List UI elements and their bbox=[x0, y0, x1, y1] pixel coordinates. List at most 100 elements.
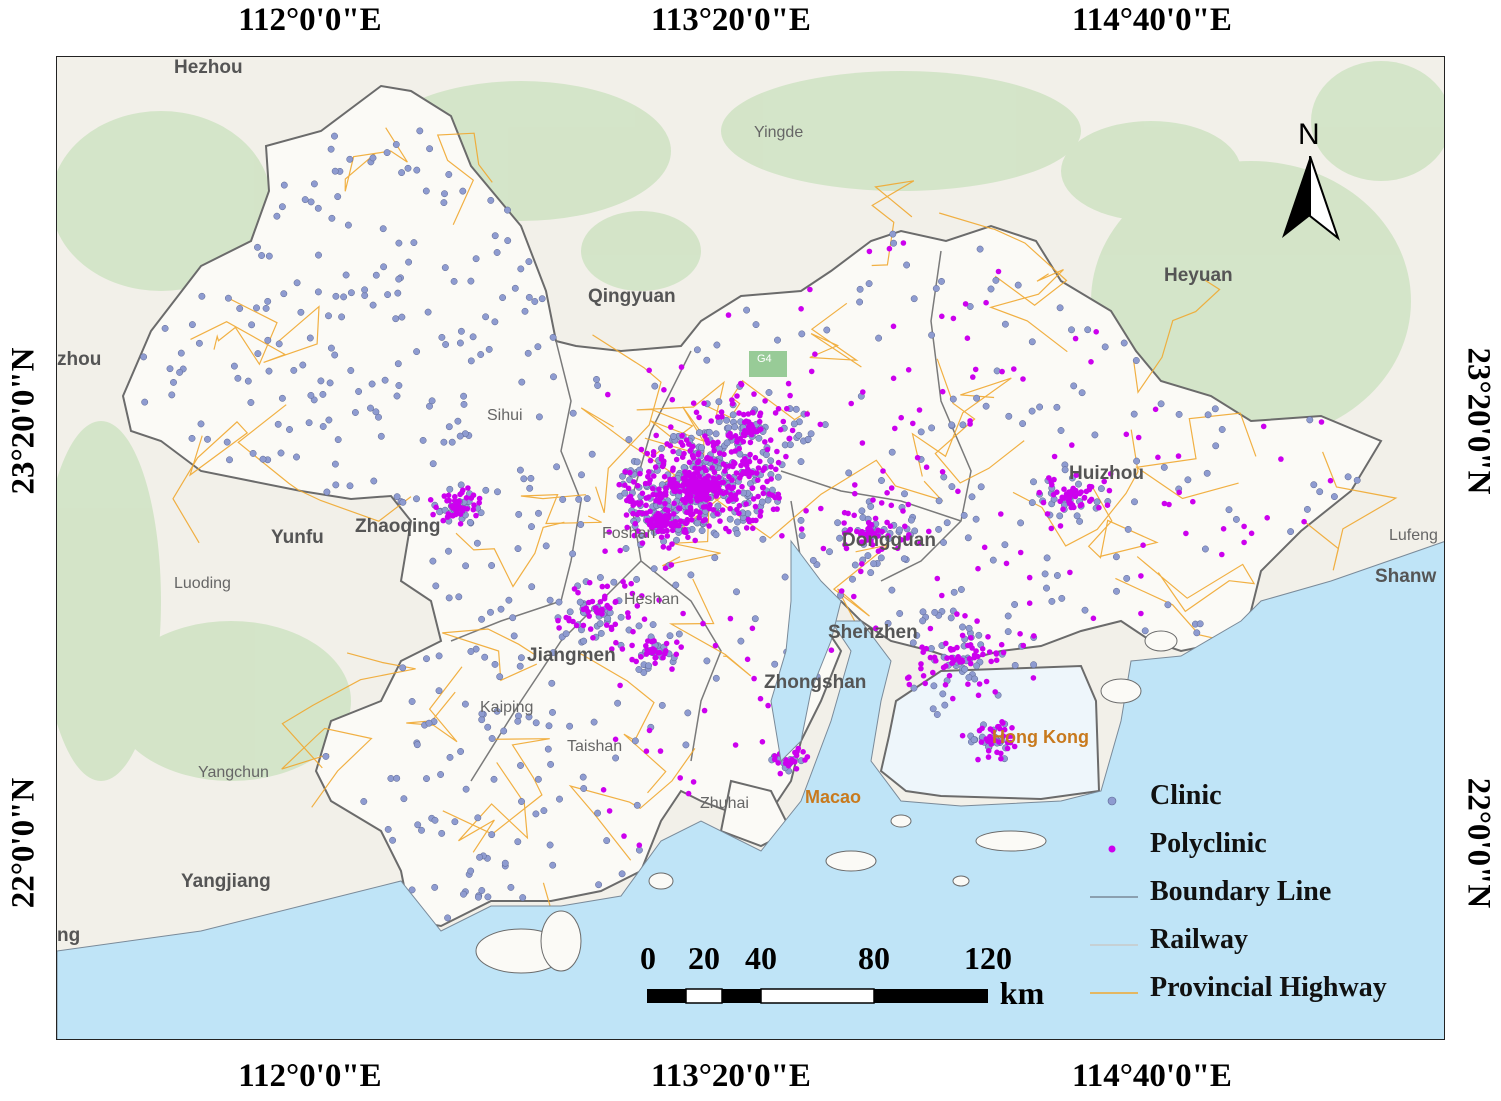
legend-label-boundary: Boundary Line bbox=[1150, 876, 1332, 907]
polyclinic-point bbox=[690, 779, 697, 785]
highway-segment bbox=[1133, 279, 1221, 394]
polyclinic-point bbox=[645, 473, 651, 480]
clinic-point bbox=[435, 687, 443, 695]
polyclinic-point bbox=[995, 268, 1002, 275]
clinic-point bbox=[416, 127, 424, 135]
polyclinic-point bbox=[745, 411, 752, 417]
scale-label-80: 80 bbox=[858, 940, 890, 976]
polyclinic-point bbox=[939, 469, 946, 475]
clinic-point bbox=[576, 598, 584, 606]
polyclinic-point bbox=[1096, 504, 1102, 511]
clinic-point bbox=[729, 411, 737, 419]
clinic-point bbox=[798, 532, 806, 540]
polyclinic-point bbox=[1166, 501, 1172, 508]
clinic-point bbox=[1070, 382, 1078, 390]
polyclinic-point bbox=[476, 495, 483, 502]
polyclinic-point bbox=[684, 509, 690, 516]
polyclinic-point bbox=[775, 459, 782, 466]
clinic-point bbox=[927, 645, 935, 652]
clinic-point bbox=[1078, 389, 1086, 397]
polyclinic-point bbox=[624, 524, 630, 531]
polyclinic-point bbox=[760, 467, 766, 474]
clinic-point bbox=[1043, 584, 1050, 592]
polyclinic-point bbox=[711, 447, 717, 454]
clinic-point bbox=[457, 327, 465, 335]
bottom-lon-label-1: 112°0'0"E bbox=[238, 1058, 382, 1094]
clinic-point bbox=[596, 620, 604, 628]
polyclinic-point bbox=[665, 514, 672, 521]
clinic-point bbox=[346, 482, 354, 490]
polyclinic-point bbox=[703, 504, 709, 510]
polyclinic-point bbox=[1068, 504, 1074, 511]
polyclinic-point bbox=[1068, 500, 1074, 507]
polyclinic-point bbox=[863, 534, 869, 540]
highway-segment bbox=[213, 296, 278, 366]
polyclinic-point bbox=[671, 476, 677, 483]
clinic-point bbox=[307, 391, 315, 399]
clinic-point bbox=[1081, 606, 1089, 614]
polyclinic-point bbox=[954, 611, 960, 617]
polyclinic-point bbox=[980, 651, 986, 658]
clinic-point bbox=[488, 562, 496, 569]
region-boundary bbox=[121, 84, 1383, 928]
clinic-point bbox=[971, 675, 979, 683]
polyclinic-point bbox=[747, 451, 753, 458]
polyclinic-point bbox=[1155, 454, 1161, 461]
polyclinic-point bbox=[712, 458, 719, 465]
clinic-point bbox=[168, 391, 176, 399]
polyclinic-point bbox=[964, 335, 971, 342]
clinic-point bbox=[698, 527, 706, 535]
polyclinic-point bbox=[812, 351, 818, 358]
place-yangjiang: Yangjiang bbox=[181, 871, 271, 892]
clinic-point bbox=[713, 341, 721, 349]
clinic-point bbox=[1030, 478, 1037, 486]
polyclinic-point bbox=[750, 525, 756, 532]
clinic-point bbox=[907, 516, 915, 524]
polyclinic-point bbox=[740, 469, 747, 475]
polyclinic-point bbox=[473, 512, 479, 519]
clinic-point bbox=[542, 542, 550, 550]
polyclinic-point bbox=[890, 375, 897, 382]
clinic-point bbox=[481, 653, 489, 661]
clinic-point bbox=[532, 719, 540, 727]
polyclinic-point bbox=[808, 368, 815, 375]
clinic-point bbox=[562, 630, 570, 638]
clinic-point bbox=[334, 193, 342, 201]
polyclinic-point bbox=[888, 502, 895, 509]
polyclinic-point bbox=[430, 511, 436, 518]
clinic-point bbox=[1076, 517, 1084, 525]
highway-segment bbox=[939, 212, 1068, 306]
clinic-point bbox=[398, 313, 406, 321]
clinic-point bbox=[1028, 338, 1036, 346]
polyclinic-point bbox=[658, 518, 664, 524]
polyclinic-point bbox=[757, 695, 764, 702]
clinic-point bbox=[597, 629, 605, 637]
polyclinic-point bbox=[854, 528, 860, 535]
polyclinic-point bbox=[688, 493, 694, 500]
polyclinic-point bbox=[750, 409, 756, 416]
clinic-point bbox=[188, 434, 196, 442]
clinic-point bbox=[1123, 574, 1131, 582]
clinic-point bbox=[580, 785, 588, 792]
polyclinic-point bbox=[677, 775, 683, 781]
clinic-point bbox=[1160, 463, 1168, 471]
clinic-point bbox=[499, 294, 507, 302]
polyclinic-point bbox=[743, 418, 749, 425]
polyclinic-point bbox=[621, 833, 627, 839]
polyclinic-point bbox=[884, 519, 890, 526]
polyclinic-point bbox=[663, 640, 670, 647]
polyclinic-point bbox=[657, 748, 664, 754]
polyclinic-points bbox=[427, 240, 1334, 848]
polyclinic-point bbox=[738, 380, 744, 387]
polyclinic-point bbox=[697, 496, 704, 503]
polyclinic-point bbox=[1220, 526, 1227, 532]
clinic-point bbox=[224, 294, 232, 302]
north-arrow-icon bbox=[1282, 156, 1340, 241]
clinic-point bbox=[408, 886, 416, 894]
clinic-point bbox=[413, 741, 421, 749]
polyclinic-point bbox=[759, 484, 766, 491]
polyclinic-point bbox=[604, 583, 611, 590]
place-ng: ng bbox=[57, 925, 81, 946]
clinic-point bbox=[249, 449, 257, 457]
polyclinic-point bbox=[696, 466, 702, 472]
